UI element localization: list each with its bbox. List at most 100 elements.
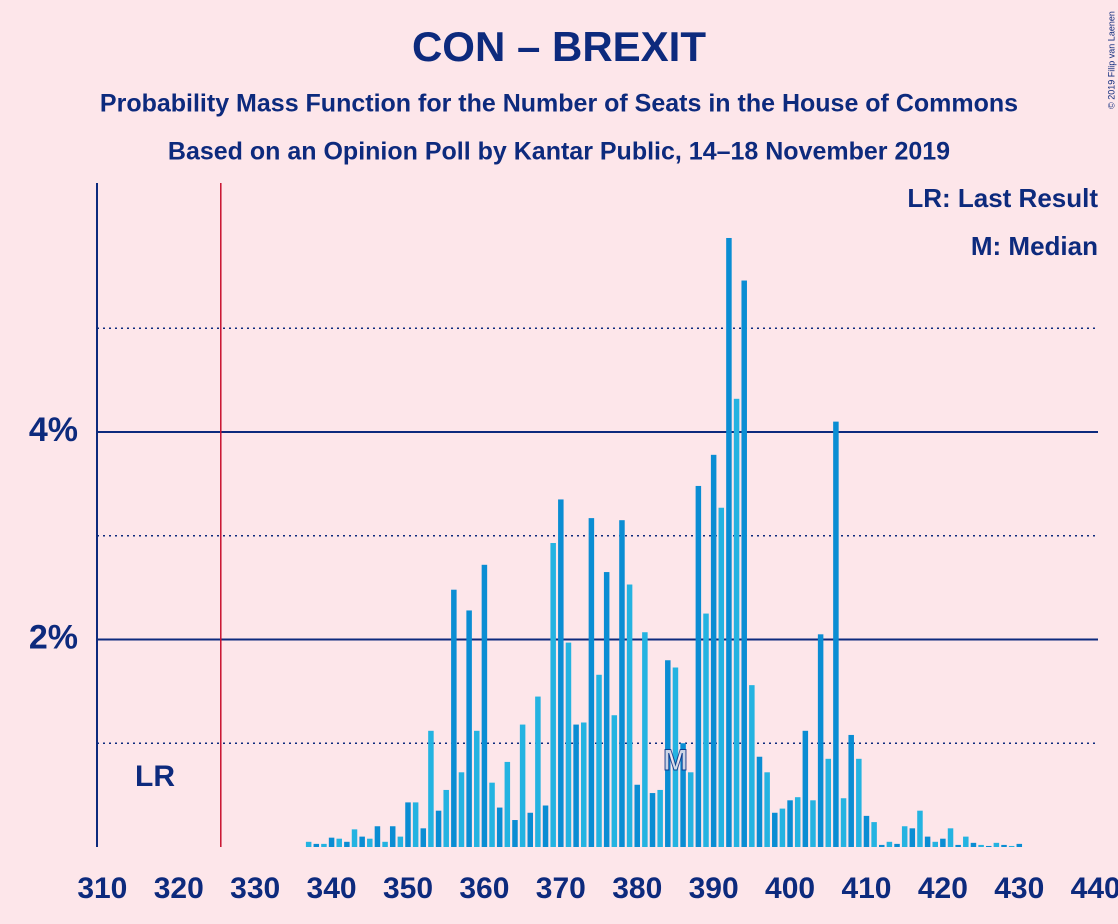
bar bbox=[588, 518, 595, 847]
bar bbox=[397, 836, 404, 847]
x-tick-label: 390 bbox=[689, 872, 739, 905]
x-tick-label: 310 bbox=[77, 872, 127, 905]
bar bbox=[351, 829, 358, 847]
bar bbox=[894, 843, 900, 847]
bar bbox=[619, 520, 625, 847]
bar bbox=[703, 613, 709, 847]
bar bbox=[695, 485, 702, 847]
bar bbox=[848, 734, 854, 847]
bar bbox=[626, 584, 633, 847]
bar bbox=[313, 843, 320, 847]
bar bbox=[405, 802, 411, 847]
bar bbox=[512, 820, 518, 847]
bar bbox=[374, 826, 381, 847]
bar bbox=[611, 715, 618, 847]
x-tick-label: 430 bbox=[994, 872, 1044, 905]
bar bbox=[710, 454, 717, 847]
bar bbox=[817, 634, 824, 847]
bar bbox=[932, 841, 938, 847]
bar bbox=[336, 838, 342, 847]
bar bbox=[909, 828, 916, 847]
bar bbox=[810, 800, 816, 847]
bar bbox=[886, 841, 893, 847]
bar bbox=[733, 398, 740, 847]
bar bbox=[527, 812, 534, 847]
bar bbox=[542, 805, 549, 847]
bar bbox=[458, 772, 465, 847]
bar bbox=[756, 756, 763, 847]
bar bbox=[504, 761, 511, 847]
bar bbox=[856, 758, 862, 847]
x-tick-label: 370 bbox=[536, 872, 586, 905]
bar bbox=[535, 696, 541, 847]
bar bbox=[657, 789, 663, 847]
bar bbox=[825, 758, 832, 847]
bar bbox=[802, 730, 809, 847]
chart-title: CON – BREXIT bbox=[412, 23, 706, 70]
bar bbox=[680, 743, 686, 847]
bar bbox=[1001, 844, 1007, 847]
bar bbox=[665, 660, 671, 847]
bar bbox=[924, 836, 931, 847]
bar bbox=[634, 784, 640, 847]
x-tick-label: 320 bbox=[154, 872, 204, 905]
bar bbox=[642, 632, 648, 847]
bar bbox=[435, 810, 442, 847]
y-tick-label: 4% bbox=[29, 411, 78, 449]
bar bbox=[565, 642, 572, 847]
bar bbox=[917, 810, 923, 847]
bar bbox=[985, 845, 992, 847]
x-tick-label: 340 bbox=[307, 872, 357, 905]
bar bbox=[305, 841, 312, 847]
bar bbox=[573, 724, 579, 847]
bar bbox=[489, 782, 495, 847]
x-tick-label: 410 bbox=[841, 872, 891, 905]
bar bbox=[496, 807, 503, 847]
bar bbox=[344, 841, 350, 847]
bar bbox=[474, 730, 480, 847]
x-tick-label: 380 bbox=[612, 872, 662, 905]
x-tick-label: 420 bbox=[918, 872, 968, 905]
bar bbox=[580, 722, 587, 847]
median-label: M bbox=[663, 744, 688, 777]
last-result-label: LR bbox=[135, 760, 175, 793]
bar bbox=[443, 789, 449, 847]
bar bbox=[772, 812, 778, 847]
bar bbox=[596, 674, 602, 847]
bar bbox=[359, 836, 365, 847]
bar bbox=[687, 772, 694, 847]
bar bbox=[321, 843, 327, 847]
bar bbox=[389, 826, 396, 847]
bar bbox=[649, 793, 656, 847]
bar bbox=[794, 797, 801, 847]
legend-entry: M: Median bbox=[971, 231, 1098, 261]
bar bbox=[466, 610, 472, 847]
bar bbox=[603, 572, 610, 847]
bar bbox=[970, 842, 977, 847]
bar bbox=[993, 842, 1000, 847]
bar bbox=[382, 841, 388, 847]
bar bbox=[871, 822, 877, 847]
bar bbox=[558, 499, 564, 847]
y-tick-label: 2% bbox=[29, 618, 78, 656]
bar bbox=[764, 772, 770, 847]
bar bbox=[833, 421, 839, 847]
bar bbox=[955, 844, 961, 847]
bar bbox=[1016, 843, 1023, 847]
bar bbox=[840, 798, 847, 847]
bar bbox=[550, 543, 556, 847]
bar bbox=[481, 564, 488, 847]
bar bbox=[940, 838, 946, 847]
chart-subtitle: Based on an Opinion Poll by Kantar Publi… bbox=[168, 138, 950, 166]
x-tick-label: 400 bbox=[765, 872, 815, 905]
bar bbox=[741, 280, 747, 847]
chart-subtitle: Probability Mass Function for the Number… bbox=[100, 90, 1018, 118]
x-tick-label: 330 bbox=[230, 872, 280, 905]
legend-entry: LR: Last Result bbox=[907, 183, 1098, 213]
x-tick-label: 350 bbox=[383, 872, 433, 905]
bar bbox=[412, 802, 419, 847]
bar bbox=[901, 826, 908, 847]
bar bbox=[963, 836, 969, 847]
